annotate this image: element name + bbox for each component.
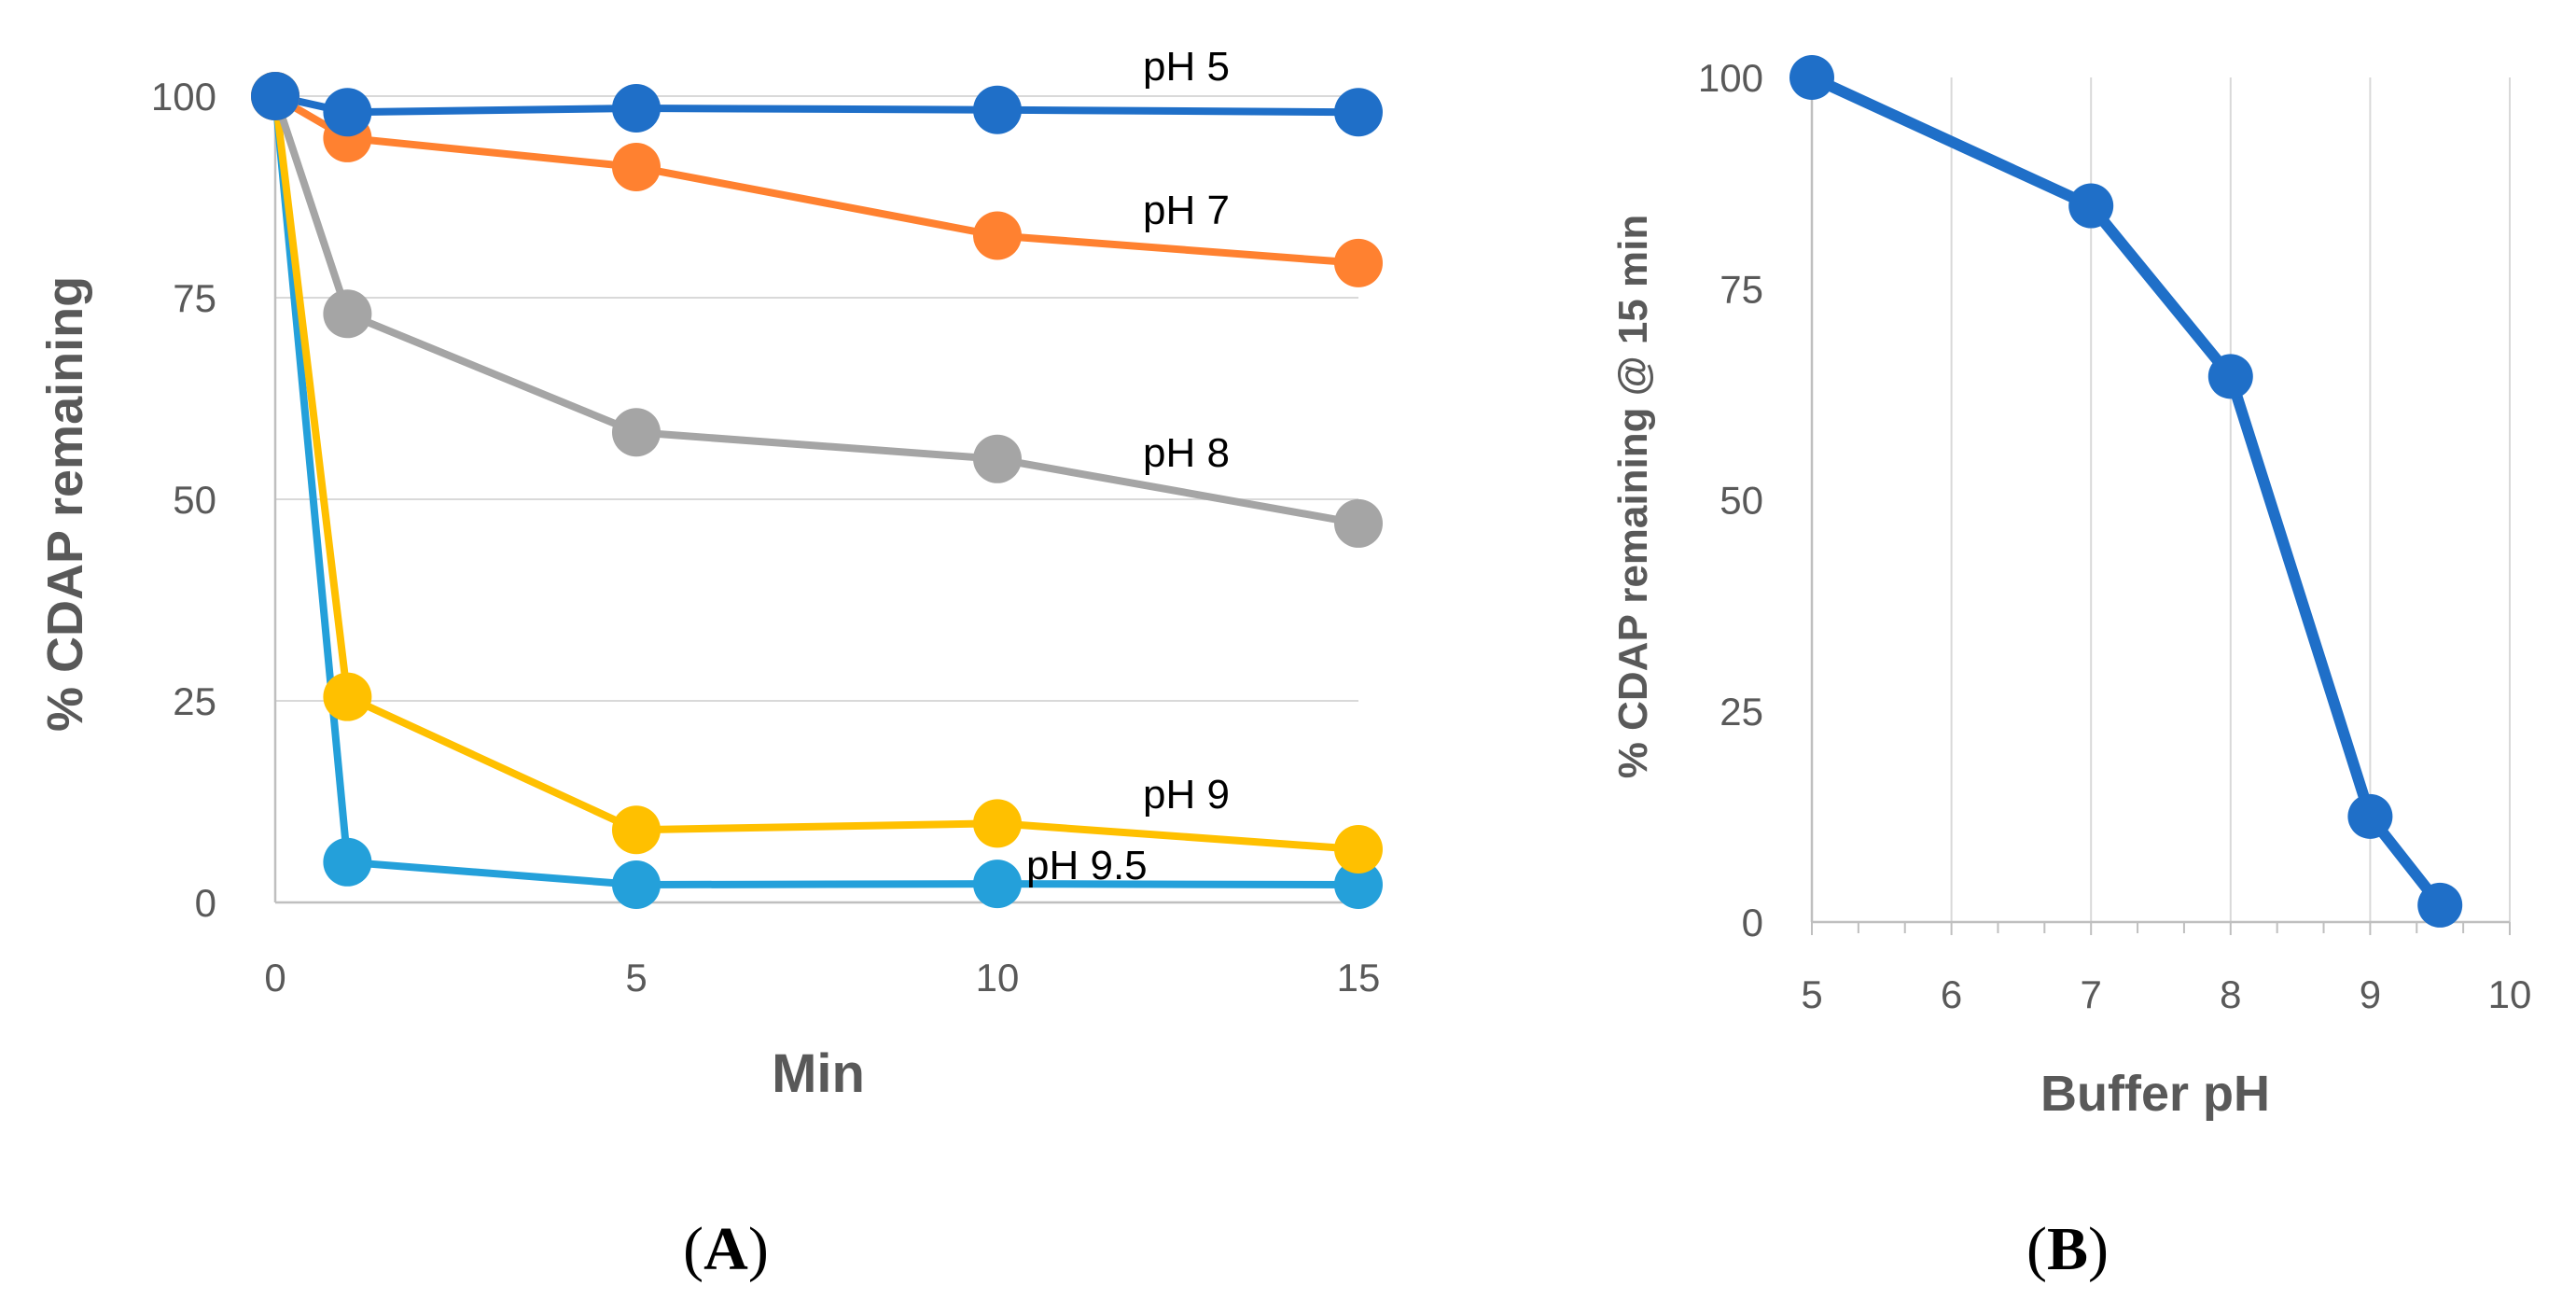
chart-a-point-4-2 bbox=[612, 860, 661, 909]
chart-a-y-tick-label-3: 75 bbox=[173, 276, 216, 320]
chart-a-point-3-1 bbox=[323, 672, 372, 721]
chart-a-y-axis-title: % CDAP remaining bbox=[37, 276, 93, 732]
chart-b-point-0-2 bbox=[2207, 354, 2253, 399]
chart-a-gridlines bbox=[275, 95, 1358, 702]
chart-a-series-line-0 bbox=[272, 92, 1362, 117]
chart-b-y-tick-label-1: 25 bbox=[1720, 690, 1763, 734]
chart-b-tick-labels: 0 25 50 75 100 5 6 7 8 9 10 bbox=[1698, 56, 2531, 1016]
chart-b-series-line-0 bbox=[1806, 72, 2446, 911]
chart-a-point-0-3 bbox=[973, 85, 1022, 134]
chart-a-point-3-4 bbox=[1334, 824, 1383, 874]
chart-a-point-2-4 bbox=[1334, 498, 1383, 548]
panel-label-b-letter: B bbox=[2047, 1215, 2088, 1283]
chart-a-point-3-3 bbox=[973, 799, 1022, 848]
chart-a-y-tick-label-0: 0 bbox=[195, 881, 216, 925]
chart-b-series bbox=[1789, 55, 2463, 928]
chart-b-y-tick-label-4: 100 bbox=[1698, 56, 1763, 100]
chart-a-x-tick-label-2: 10 bbox=[976, 956, 1020, 999]
chart-a-point-4-1 bbox=[323, 837, 372, 887]
chart-b-x-tick-label-5: 10 bbox=[2488, 972, 2532, 1016]
chart-panel-a: 0 25 50 75 100 0 5 10 15 % CDAP remaining Min pH… bbox=[37, 44, 1383, 1104]
chart-a-point-1-2 bbox=[612, 143, 661, 192]
chart-a-point-2-3 bbox=[973, 434, 1022, 483]
chart-a-series-label-1: pH 7 bbox=[1143, 188, 1230, 233]
chart-b-point-0-4 bbox=[2417, 882, 2463, 928]
chart-a-point-4-4 bbox=[1334, 860, 1383, 909]
chart-a-point-1-4 bbox=[1334, 238, 1383, 287]
chart-b-y-axis-title: % CDAP remaining @ 15 min bbox=[1610, 215, 1656, 778]
chart-a-series-label-0: pH 5 bbox=[1143, 44, 1230, 90]
chart-b-x-tick-label-4: 9 bbox=[2360, 972, 2381, 1016]
chart-b-point-0-0 bbox=[1789, 55, 1834, 100]
chart-b-x-tick-label-1: 6 bbox=[1941, 972, 1962, 1016]
chart-panel-b: 0 25 50 75 100 5 6 7 8 9 10 % CDAP remaining @ 15 … bbox=[1610, 55, 2531, 1122]
chart-b-y-tick-label-0: 0 bbox=[1742, 901, 1763, 944]
chart-a-axes bbox=[273, 96, 1358, 904]
chart-a-point-1-3 bbox=[973, 211, 1022, 260]
chart-a-point-4-3 bbox=[973, 860, 1022, 909]
chart-a-series-label-4: pH 9.5 bbox=[1026, 843, 1148, 888]
chart-b-axes bbox=[1810, 77, 2511, 935]
chart-b-x-axis-title: Buffer pH bbox=[2040, 1066, 2270, 1122]
chart-b-point-0-3 bbox=[2347, 793, 2393, 839]
chart-a-point-0-1 bbox=[323, 88, 372, 137]
panel-label-a-letter: A bbox=[703, 1215, 748, 1283]
chart-b-y-tick-label-3: 75 bbox=[1720, 267, 1763, 311]
chart-a-series-line-1 bbox=[272, 92, 1362, 267]
panel-label-a: (A) bbox=[683, 1215, 769, 1283]
chart-a-tick-labels: 0 25 50 75 100 0 5 10 15 bbox=[151, 75, 1380, 999]
chart-a-series bbox=[251, 72, 1383, 909]
chart-a-point-3-2 bbox=[612, 805, 661, 855]
chart-b-y-tick-label-2: 50 bbox=[1720, 479, 1763, 523]
chart-a-x-tick-label-3: 15 bbox=[1337, 956, 1381, 999]
chart-a-x-tick-label-0: 0 bbox=[264, 956, 285, 999]
chart-a-series-labels: pH 5 pH 7 pH 8 pH 9 pH 9.5 bbox=[1026, 44, 1230, 888]
chart-a-series-label-2: pH 8 bbox=[1143, 430, 1230, 476]
panel-label-b: (B) bbox=[2026, 1215, 2109, 1283]
chart-a-x-tick-label-1: 5 bbox=[625, 956, 647, 999]
chart-a-y-tick-label-2: 50 bbox=[173, 478, 216, 522]
chart-b-x-tick-label-0: 5 bbox=[1801, 972, 1822, 1016]
chart-a-point-2-2 bbox=[612, 408, 661, 457]
chart-b-x-tick-label-3: 8 bbox=[2220, 972, 2241, 1016]
chart-a-point-2-1 bbox=[323, 289, 372, 339]
chart-b-gridlines bbox=[1950, 77, 2511, 922]
chart-a-x-axis-title: Min bbox=[772, 1043, 865, 1104]
chart-a-y-tick-label-4: 100 bbox=[151, 75, 216, 119]
chart-a-y-tick-label-1: 25 bbox=[173, 679, 216, 723]
chart-a-point-0-0 bbox=[251, 72, 299, 120]
chart-a-series-label-3: pH 9 bbox=[1143, 772, 1230, 818]
chart-a-point-0-2 bbox=[612, 83, 661, 133]
chart-b-point-0-1 bbox=[2068, 183, 2114, 229]
chart-b-x-tick-label-2: 7 bbox=[2081, 972, 2102, 1016]
chart-a-point-0-4 bbox=[1334, 88, 1383, 137]
